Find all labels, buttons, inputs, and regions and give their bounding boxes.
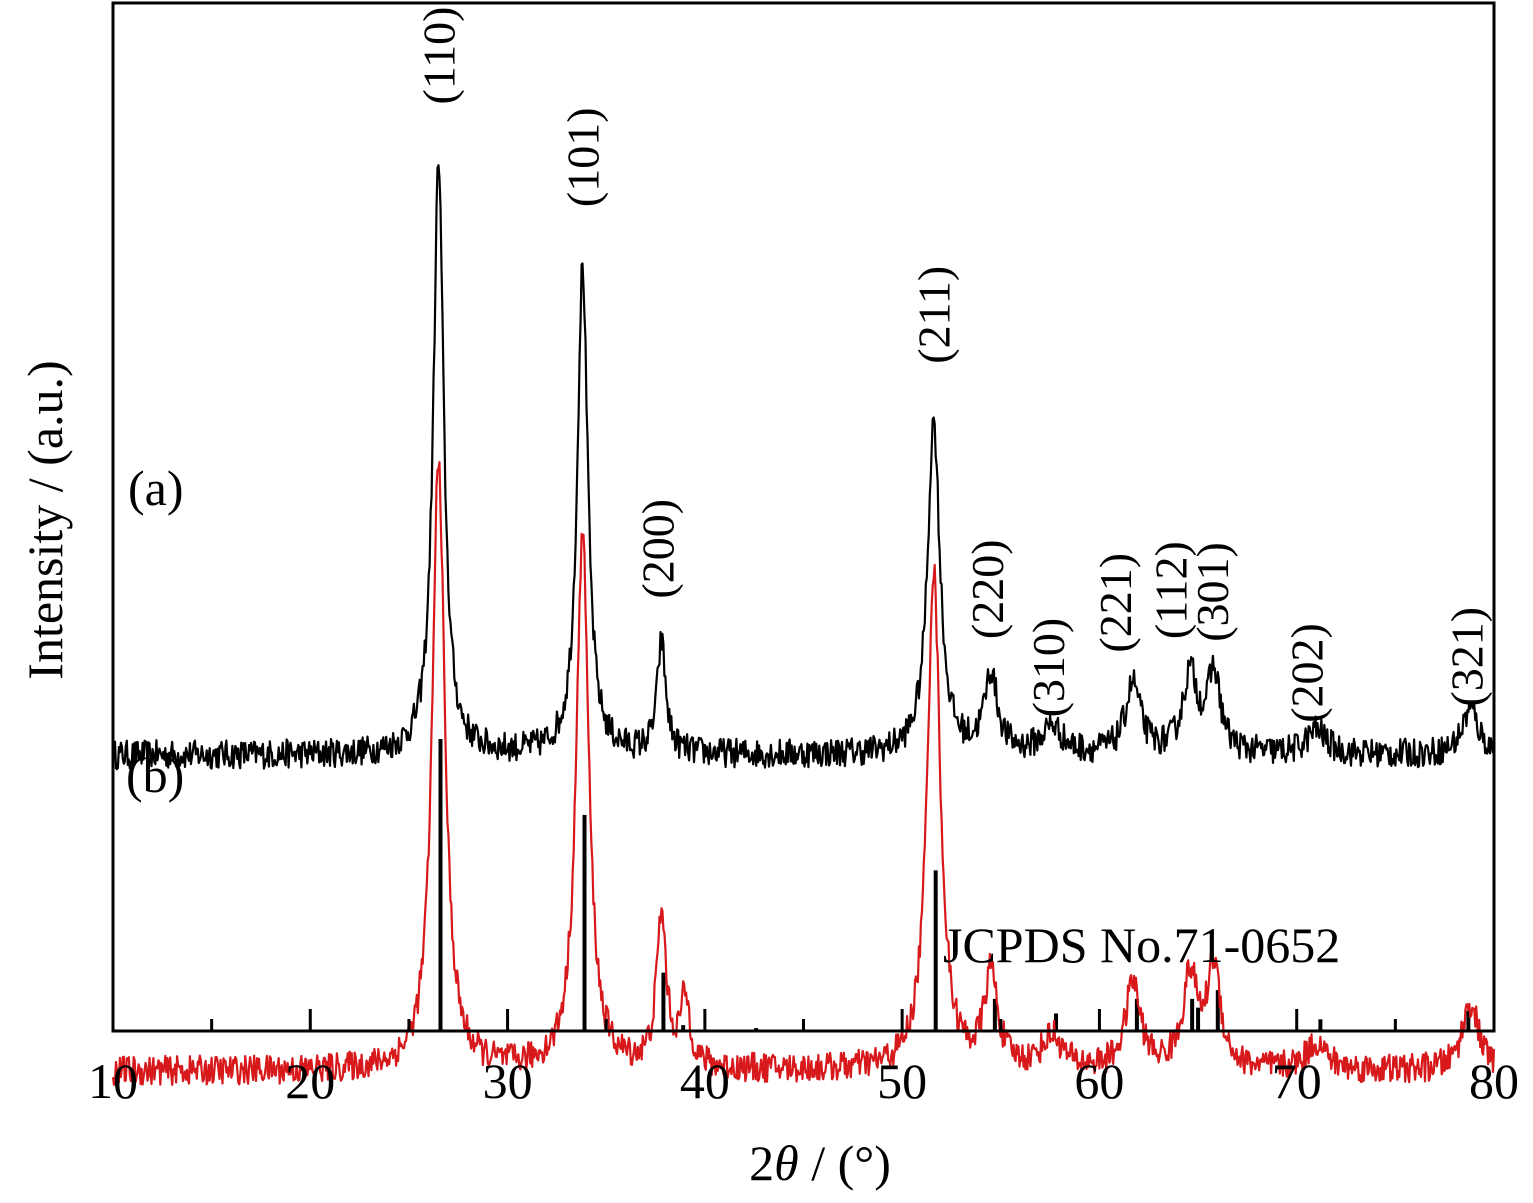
reference-bars (438, 739, 1471, 1031)
x-tick-label-80: 80 (1469, 1053, 1519, 1109)
peak-label-8: (301) (1187, 542, 1238, 642)
x-tick-label-60: 60 (1074, 1053, 1124, 1109)
peak-label-6: (221) (1090, 553, 1141, 653)
peak-labels: (110) (101) (200) (211) (220)(310) (221) (112)… (414, 7, 1493, 723)
x-tick-label-40: 40 (680, 1053, 730, 1109)
x-axis-title-symbol: θ (774, 1135, 799, 1191)
curve-labels: (a) (b) (126, 460, 184, 803)
x-tick-label-20: 20 (285, 1053, 335, 1109)
y-axis-title: Intensity / (a.u.) (17, 360, 73, 679)
series-curve-0 (111, 164, 1496, 771)
x-axis: 10 20 30 40 50 60 70 80 (88, 1009, 1519, 1109)
peak-label-0: (110) (414, 7, 465, 105)
peak-label-10: (321) (1441, 607, 1492, 707)
peak-label-2: (200) (633, 499, 684, 599)
x-axis-title-suffix: / (°) (799, 1135, 891, 1191)
series-curve-1 (111, 461, 1496, 1086)
x-tick-label-30: 30 (483, 1053, 533, 1109)
x-tick-label-70: 70 (1272, 1053, 1322, 1109)
peak-label-3: (211) (909, 266, 960, 364)
peak-label-5: (310) (1023, 618, 1074, 718)
peak-label-7: (112) (1146, 541, 1197, 639)
x-axis-title: 2θ / (°) (749, 1135, 891, 1191)
plot-frame (111, 1, 1496, 1033)
peak-label-9: (202) (1282, 623, 1333, 723)
peak-label-1: (101) (558, 107, 609, 207)
reference-label: JCPDS No.71-0652 (943, 917, 1340, 973)
x-tick-label-50: 50 (877, 1053, 927, 1109)
peak-label-4: (220) (962, 539, 1013, 639)
x-tick-label-10: 10 (88, 1053, 138, 1109)
curve-label-1: (b) (126, 747, 184, 803)
curve-label-0: (a) (128, 460, 184, 516)
x-axis-title-prefix: 2 (749, 1135, 774, 1191)
series-curves (111, 164, 1496, 1086)
